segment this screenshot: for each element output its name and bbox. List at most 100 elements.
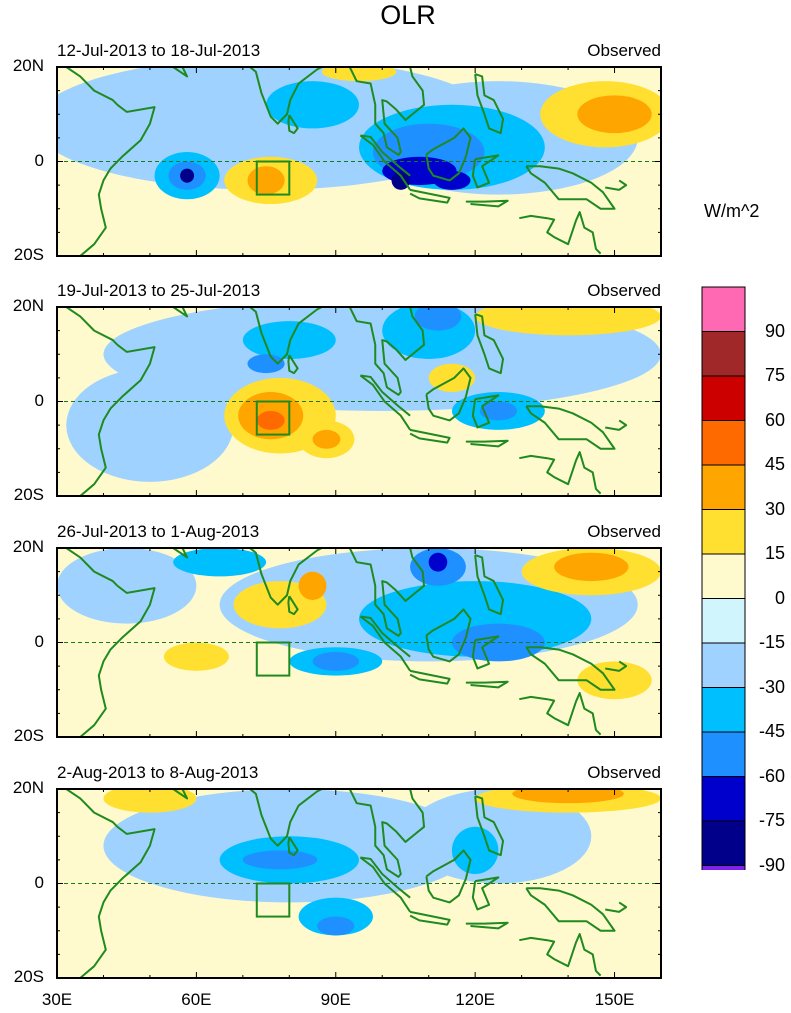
coastline [359, 856, 411, 913]
colorbar-swatch [701, 509, 746, 555]
anomaly-contour [180, 168, 195, 183]
anomaly-contour [163, 642, 229, 671]
colorbar-swatch [701, 687, 746, 733]
coastline [172, 548, 189, 559]
map-content [57, 548, 661, 737]
anomaly-contour [298, 571, 327, 600]
anomaly-contour [391, 170, 411, 190]
coastline [172, 67, 189, 78]
lat-tick-label: 20S [13, 245, 44, 264]
coastline [465, 680, 509, 689]
coastline [425, 849, 472, 904]
colorbar-swatch [701, 331, 746, 377]
anomaly-contour [57, 548, 197, 624]
colorbar-label: 15 [764, 543, 785, 563]
colorbar-swatch [701, 420, 746, 466]
anomaly-contour [173, 548, 267, 577]
lat-tick-label: 0 [34, 150, 44, 170]
coastline [409, 428, 451, 444]
olr-map-panel [56, 66, 662, 257]
anomaly-contour [479, 401, 517, 421]
lat-tick-label: 20N [12, 56, 44, 75]
coastline [409, 910, 451, 926]
panel-label: Observed [587, 41, 661, 60]
colorbar-label: -60 [758, 765, 785, 786]
coastline [359, 374, 411, 431]
anomaly-contour [512, 789, 624, 804]
coastline [172, 307, 189, 318]
lat-tick-label: 0 [34, 631, 44, 651]
panel-period: 26-Jul-2013 to 1-Aug-2013 [57, 522, 260, 541]
coastline [525, 165, 616, 210]
coastline [57, 67, 119, 106]
panel-group [56, 66, 662, 257]
colorbar-label: 30 [764, 498, 785, 519]
coastline [224, 548, 323, 606]
anomaly-contour [475, 307, 661, 336]
anomaly-contour [577, 95, 652, 134]
coastline [57, 789, 119, 828]
colorbar-swatch [701, 865, 746, 870]
coastline [474, 313, 505, 375]
olr-map-panel [56, 547, 662, 738]
index-box [255, 160, 291, 196]
coastline [409, 669, 451, 685]
lat-tick-label: 20S [13, 967, 44, 986]
coastline [287, 354, 299, 375]
lat-tick-label: 20N [12, 537, 44, 556]
coastline [360, 615, 411, 658]
panel-group [56, 306, 662, 497]
coastline [79, 344, 156, 496]
coastline [57, 307, 119, 346]
anomaly-contour [451, 826, 499, 875]
olr-map-panel [56, 306, 662, 497]
index-box [255, 641, 291, 677]
panel-group [56, 547, 662, 738]
panel-group [56, 788, 662, 979]
lat-tick-label: 20S [13, 726, 44, 745]
index-box [255, 882, 291, 918]
map-content [57, 67, 661, 256]
coastline [172, 789, 189, 800]
coastline [471, 635, 500, 670]
coastline [605, 419, 628, 431]
olr-map-panel [56, 788, 662, 979]
colorbar-label: 0 [774, 587, 785, 608]
colorbar [701, 286, 746, 870]
coastline [348, 548, 426, 637]
coastline [519, 451, 602, 495]
colorbar-label: -90 [758, 854, 785, 875]
anomaly-contour [256, 410, 285, 430]
anomaly-contour [66, 368, 234, 482]
lon-tick-label: 150E [594, 990, 635, 1009]
coastline [465, 199, 509, 208]
lat-tick-label: 0 [34, 390, 44, 410]
colorbar-label: -15 [758, 632, 785, 652]
anomaly-contour [317, 916, 355, 936]
coastline [474, 795, 505, 857]
map-content [57, 789, 661, 978]
coastline [224, 307, 323, 365]
coastline [465, 921, 509, 930]
coastline [605, 179, 628, 191]
anomaly-contour [405, 789, 592, 884]
colorbar-label: -75 [758, 810, 785, 830]
index-box [255, 400, 291, 436]
coastline [360, 374, 411, 417]
coastline [224, 789, 323, 847]
coastline [287, 595, 299, 616]
coastline [79, 826, 156, 978]
colorbar-label: 60 [764, 409, 785, 430]
colorbar-swatch [701, 820, 746, 866]
anomaly-contour [247, 166, 285, 195]
colorbar-label: 75 [764, 365, 785, 385]
colorbar-swatch [701, 375, 746, 421]
colorbar-swatch [701, 598, 746, 644]
anomaly-contour [428, 552, 448, 572]
panel-label: Observed [587, 763, 661, 782]
panel-period: 12-Jul-2013 to 18-Jul-2013 [57, 41, 261, 60]
coastline [57, 548, 119, 587]
anomaly-contour [414, 307, 462, 331]
coastline [409, 188, 451, 204]
coastline [360, 856, 411, 899]
